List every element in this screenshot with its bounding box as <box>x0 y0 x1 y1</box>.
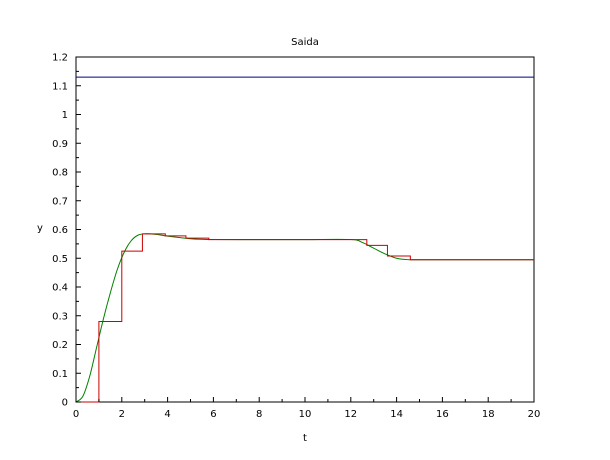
x-tick-label: 8 <box>256 409 262 420</box>
x-axis-label: t <box>303 433 307 444</box>
y-tick-label: 0 <box>62 398 68 409</box>
chart-title: Saida <box>291 37 319 48</box>
x-tick-label: 0 <box>73 409 79 420</box>
series-line-green <box>75 233 534 403</box>
x-tick-label: 16 <box>436 409 449 420</box>
ticks-layer: 0 2 4 6 8 10 12 14 16 18 20 0 0.1 0.2 0.3 0.4 0.5 0.6 0.7 0… <box>52 53 540 421</box>
y-tick-label: 0.1 <box>52 369 68 380</box>
x-tick-label: 20 <box>528 409 541 420</box>
y-tick-label: 1.2 <box>52 53 68 64</box>
x-tick-label: 2 <box>119 409 125 420</box>
y-tick-label: 0.3 <box>52 311 68 322</box>
y-tick-label: 0.4 <box>52 283 68 294</box>
y-tick-label: 0.9 <box>52 139 68 150</box>
y-tick-label: 0.5 <box>52 254 68 265</box>
y-tick-label: 1 <box>62 110 68 121</box>
series-layer <box>75 76 534 403</box>
x-tick-label: 10 <box>299 409 312 420</box>
y-tick-label: 0.8 <box>52 168 68 179</box>
x-tick-label: 14 <box>390 409 403 420</box>
y-tick-label: 0.7 <box>52 196 68 207</box>
y-tick-label: 0.6 <box>52 225 68 236</box>
series-line-red-step <box>76 233 534 403</box>
y-tick-label: 0.2 <box>52 340 68 351</box>
y-axis-label: y <box>37 223 43 234</box>
y-tick-label: 1.1 <box>52 81 68 92</box>
plot-frame <box>75 56 535 403</box>
x-tick-label: 6 <box>210 409 216 420</box>
x-tick-label: 4 <box>164 409 170 420</box>
x-tick-label: 12 <box>344 409 357 420</box>
x-tick-label: 18 <box>482 409 495 420</box>
